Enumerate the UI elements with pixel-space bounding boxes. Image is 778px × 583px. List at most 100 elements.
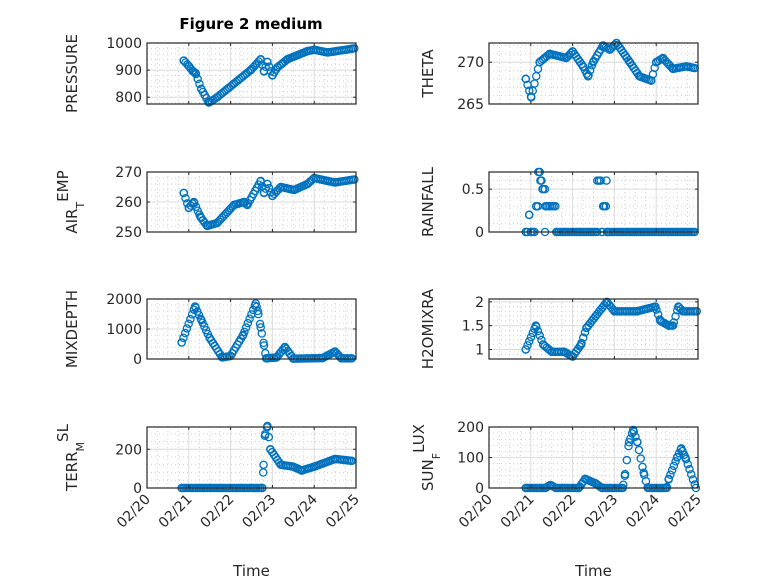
y-tick-label: 800 [115, 90, 142, 106]
subplot-sun: 0 100 200 SUNFLUX 02/20 02/21 02/22 02/23 02/24 0… [410, 420, 705, 580]
data-point [272, 353, 281, 362]
y-label-subscript: F [430, 453, 443, 459]
data-point [179, 188, 189, 198]
data-point [601, 202, 611, 211]
data-point [646, 76, 656, 85]
data-point [568, 352, 577, 361]
y-tick-label: 2 [475, 295, 484, 311]
y-label-text: SL [54, 423, 72, 442]
data-point [651, 57, 661, 67]
data-point [180, 328, 190, 338]
data-point [264, 183, 274, 193]
data-point [195, 79, 204, 89]
data-point [605, 45, 615, 54]
x-tick-label: 02/20 [456, 492, 496, 532]
data-point [674, 302, 683, 311]
data-point [297, 466, 306, 475]
data-point [539, 340, 548, 349]
data-point [624, 441, 633, 451]
data-point [526, 332, 536, 342]
data-point [276, 182, 286, 192]
data-point [330, 454, 340, 464]
data-point [538, 184, 547, 194]
data-point [533, 326, 543, 336]
x-tick-label: 02/24 [623, 491, 663, 531]
y-tick-label: 1000 [106, 36, 142, 52]
data-point [681, 453, 690, 462]
data-point [256, 176, 265, 186]
data-point [668, 64, 678, 74]
data-point [181, 193, 190, 203]
y-label-text: LUX [410, 424, 428, 453]
data-point [289, 462, 298, 471]
x-tick-label: 02/25 [665, 492, 705, 532]
y-label-text: SUN [419, 459, 437, 491]
data-point [179, 56, 189, 65]
data-point [678, 307, 688, 316]
data-point [254, 309, 263, 319]
data-point [568, 47, 577, 56]
data-point [602, 176, 611, 185]
y-tick-label: 1 [475, 342, 484, 358]
data-point [626, 434, 635, 443]
data-point [205, 333, 214, 343]
data-point [578, 62, 588, 71]
data-point [688, 475, 698, 484]
data-point [226, 351, 235, 361]
y-label-subscript: T [74, 202, 87, 210]
y-tick-label: 1.5 [462, 319, 484, 335]
data-point [666, 470, 675, 480]
y-label-text: RAINFALL [419, 166, 437, 237]
data-point [261, 354, 271, 363]
y-tick-label: 200 [115, 442, 142, 458]
data-point [184, 61, 194, 71]
data-point [521, 74, 531, 84]
data-point [260, 431, 270, 440]
x-tick-label: 02/22 [540, 492, 580, 532]
data-point [531, 321, 541, 330]
data-point [528, 328, 538, 338]
y-label-text: MIXDEPTH [63, 290, 81, 368]
data-point [268, 191, 277, 201]
data-point [682, 62, 691, 71]
y-label-text: PRESSURE [63, 34, 81, 113]
data-point [624, 437, 634, 447]
data-point [202, 221, 212, 231]
data-point [330, 347, 340, 356]
y-tick-label: 900 [115, 63, 142, 79]
data-point [664, 474, 673, 484]
data-point [541, 202, 550, 211]
data-point [268, 71, 277, 80]
data-point [672, 453, 682, 462]
data-point [535, 57, 544, 67]
x-tick-label: 02/22 [198, 492, 238, 532]
data-point [622, 455, 632, 465]
y-tick-label: 0 [133, 481, 142, 497]
data-point [658, 53, 668, 63]
data-point [562, 53, 571, 63]
y-label-text: AIR [63, 209, 81, 234]
data-point [229, 79, 239, 88]
data-point [263, 179, 272, 189]
data-point [692, 307, 701, 316]
data-point [259, 341, 269, 350]
data-point [276, 460, 286, 470]
data-point [243, 318, 253, 328]
y-axis-label: AIRTEMP [54, 170, 87, 233]
data-point [580, 328, 590, 337]
data-point [610, 307, 619, 316]
data-point [603, 44, 612, 53]
data-point [238, 330, 248, 340]
y-tick-label: 260 [115, 195, 142, 211]
data-point [246, 65, 255, 75]
data-point [664, 321, 673, 330]
x-tick-label: 02/21 [156, 492, 196, 532]
data-point [217, 353, 227, 362]
y-axis-label: THETA [419, 49, 437, 99]
subplot-rainfall: 0 0.5 RAINFALL [419, 166, 699, 241]
data-point [523, 341, 532, 350]
y-label-subscript: M [74, 442, 87, 452]
y-tick-label: 0 [475, 481, 484, 497]
data-point [639, 468, 648, 477]
y-axis-label: H2OMIXRA [419, 288, 437, 369]
